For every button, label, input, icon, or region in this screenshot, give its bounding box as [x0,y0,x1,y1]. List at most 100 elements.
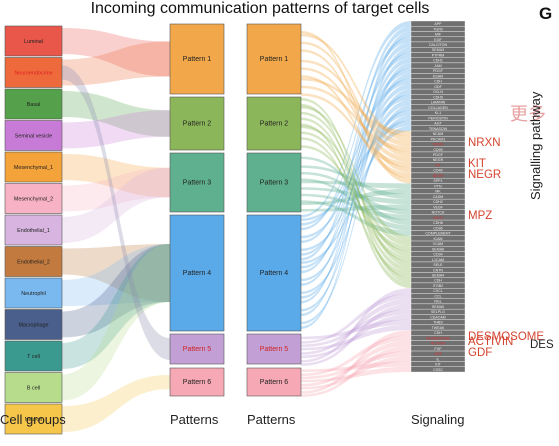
pattern-to-signal-flow [301,156,411,226]
signaling-row-label: CD46 [433,169,442,173]
pattern-to-signal-flow [301,123,411,289]
pattern-to-signal-flow [301,125,411,264]
signaling-row-label: CEACAM [430,315,445,319]
signaling-row-label: NEGR [433,158,444,162]
cell-to-pattern-flow [62,167,170,212]
pattern-to-signal-flow [301,171,411,215]
cell-group-label: Mesenchymal_2 [14,197,53,203]
cell-group-label: Luminal [24,39,43,45]
pattern-label-left: Pattern 3 [183,180,212,187]
highlight-callout: ACTIVIN [468,336,514,349]
caption-patterns-right: Patterns [247,412,296,427]
pattern-to-signal-flow [301,36,411,231]
pattern-to-signal-flow [301,187,411,205]
pattern-to-signal-flow [301,31,411,184]
signaling-row-label: NCAM [433,132,444,136]
pattern-to-signal-flow [301,94,411,239]
signaling-row-label: CDH2 [433,200,443,204]
pattern-label-left: Pattern 5 [183,346,212,353]
pattern-to-signal-flow [301,68,411,256]
pattern-to-signal-flow [301,99,411,282]
pattern-to-signal-flow [301,335,411,377]
cell-group-column: Luminal Neuroendocrine Basal Seminal vesicl… [4,25,63,435]
pattern-box-left [169,333,225,365]
cell-to-pattern-flow [62,167,170,243]
pattern-to-signal-flow [301,324,411,351]
signaling-row-label: SPP1 [433,179,442,183]
cell-to-pattern-flow [62,244,170,338]
signaling-row-label: TWEAK [432,326,445,330]
signaling-row-label: L1CAM [432,258,444,262]
highlight-callout: MPZ [468,210,493,223]
cell-to-pattern-flow [62,65,170,360]
signaling-row-label: PERIOSTIN [428,116,448,120]
cell-group-box [4,277,63,309]
signaling-row-label: ITGB2 [433,284,443,288]
cell-group-label: Neuron [25,417,43,423]
pattern-to-signal-flow [301,193,411,221]
caption-cell-groups: Cell groups [0,412,66,427]
signaling-row-label: NEGR [433,174,444,178]
pattern-label-right: Pattern 1 [260,56,289,63]
cell-group-label: Neutrophil [21,291,46,297]
pattern-to-signal-flow [301,120,411,221]
caption-patterns-left: Patterns [170,412,219,427]
pattern-to-signal-flow [301,104,411,325]
signaling-row-label: NGL [434,300,441,304]
pattern-label-right: Pattern 6 [260,379,289,386]
pattern-to-signal-flow [301,57,411,286]
pattern-to-signal-flow [301,21,411,218]
pattern-to-signal-flow [301,62,411,329]
cell-group-label: Basal [27,102,41,108]
signaling-row-label: SEMA3 [432,48,444,52]
cell-group-box [4,88,63,120]
pattern-box-left [169,214,225,332]
pattern-box-right [246,23,302,95]
signaling-row-label: VCAM [433,242,443,246]
cell-group-box [4,403,63,435]
pattern-to-signal-flow [301,131,411,262]
cell-group-box [4,372,63,403]
pattern-to-signal-flow [301,93,411,168]
pattern-label-right: Pattern 3 [260,180,289,187]
signaling-row-label: IL [437,357,440,361]
signaling-row-label: CDH [434,80,442,84]
cell-group-label: Endothelial_2 [17,260,50,266]
signaling-row-label: VEGF [433,205,444,209]
signaling-row-label: CDH5 [433,95,443,99]
cell-group-box [4,214,63,246]
pattern-to-signal-flow [301,330,411,394]
cell-to-pattern-flow [62,110,170,149]
cell-group-label: Seminal vesicle [15,134,52,140]
pattern-to-signal-flow [301,67,411,163]
pattern-to-signal-flow [301,59,411,147]
highlight-callout: DESMOSOME [468,330,545,343]
flow-layer [62,21,411,432]
signaling-row-label: MK [435,190,441,194]
cell-group-box [4,309,63,340]
signaling-row-label: CD34 [433,253,442,257]
pattern-to-signal-flow [301,98,411,268]
pattern-box-left [169,23,225,95]
watermark-text: 更多 [510,104,546,125]
cell-group-box [4,340,63,372]
signaling-row-label: COLLAGEN [428,106,448,110]
signaling-row-label: CXCL [433,289,443,293]
highlight-callout: KIT [468,158,486,171]
pattern-to-signal-flow [301,319,411,340]
pattern-to-signal-flow [301,110,411,252]
pattern-column-left: Pattern 1 Pattern 2 Pattern 3 Pattern 4 Patt… [169,23,225,397]
signaling-row-label: CADM [433,195,444,199]
signaling-row-label: ICAM [434,237,443,241]
pattern-to-signal-flow [301,309,411,347]
cell-to-pattern-flow [62,244,170,369]
cell-group-label: Endothelial_1 [17,228,50,234]
signaling-row-label: KIT [435,363,441,367]
cell-to-pattern-flow [62,91,170,137]
cell-group-box [4,120,63,151]
panel-letter: G [539,4,553,23]
pattern-to-signal-flow [301,200,411,236]
signaling-column: APPTGFBMIFEGFCALCITONSEMA3PTPRMCDH1JAMPD… [410,20,466,373]
